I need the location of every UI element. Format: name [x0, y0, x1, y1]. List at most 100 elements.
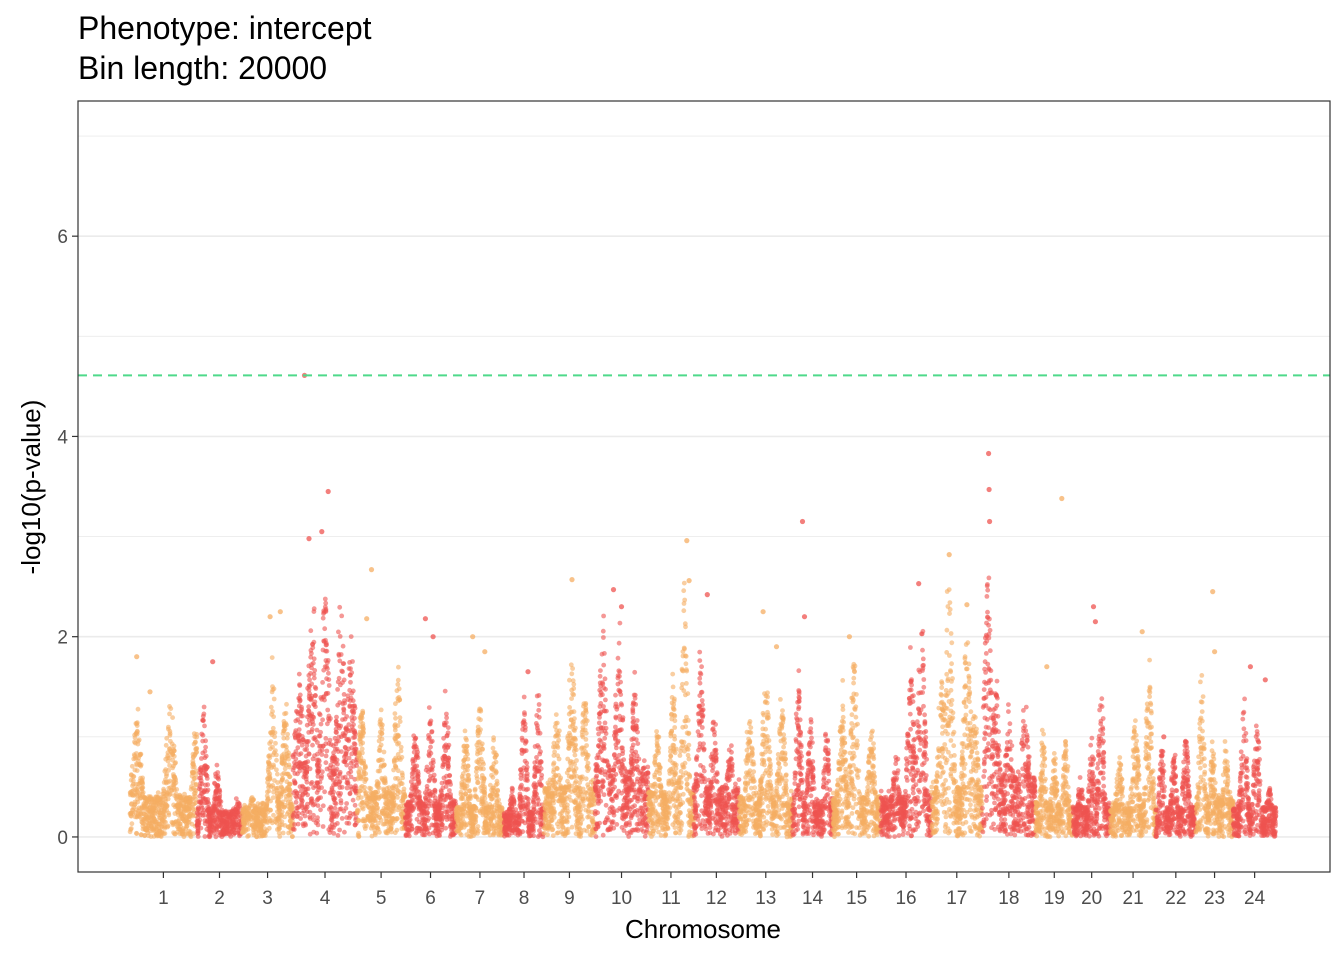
data-point — [302, 813, 308, 819]
data-point — [317, 712, 323, 718]
data-point — [616, 640, 622, 646]
data-point — [538, 759, 544, 765]
data-point — [536, 707, 542, 713]
data-point — [349, 786, 355, 792]
data-point — [421, 822, 426, 828]
data-point — [253, 816, 259, 821]
data-point — [392, 736, 398, 742]
data-point — [579, 816, 585, 822]
data-point — [475, 733, 481, 738]
data-point — [523, 739, 529, 745]
data-point — [335, 749, 341, 754]
data-point — [633, 749, 639, 755]
data-point — [154, 798, 160, 803]
data-point — [203, 738, 209, 744]
data-point — [618, 679, 623, 685]
data-point — [444, 711, 449, 717]
data-point — [158, 805, 164, 811]
data-point — [295, 717, 301, 722]
data-point — [618, 768, 623, 774]
data-point — [542, 811, 548, 816]
data-point — [579, 776, 585, 782]
data-point — [494, 808, 499, 814]
data-point — [165, 824, 170, 830]
data-point — [297, 760, 303, 765]
chromosome-10-points — [592, 587, 651, 839]
data-point — [187, 814, 193, 819]
data-point — [323, 691, 329, 696]
data-point — [276, 830, 282, 836]
data-point — [348, 672, 353, 678]
data-point — [344, 762, 350, 768]
data-point — [639, 827, 644, 832]
data-point — [415, 795, 421, 800]
data-point — [307, 766, 313, 772]
data-point — [257, 822, 262, 828]
data-point — [298, 751, 304, 756]
data-point — [571, 686, 577, 691]
data-point — [594, 762, 599, 767]
data-point — [136, 808, 142, 814]
data-point — [567, 705, 572, 710]
data-point — [352, 802, 358, 808]
data-point — [397, 697, 403, 703]
data-point — [268, 807, 273, 813]
data-point — [350, 698, 356, 704]
data-point — [337, 604, 343, 610]
data-point — [214, 784, 220, 789]
data-point — [535, 797, 541, 803]
data-point — [292, 779, 298, 785]
data-point — [423, 796, 429, 801]
data-point — [190, 761, 196, 766]
data-point — [488, 804, 494, 810]
chart-title: Phenotype: intercept — [78, 10, 372, 46]
data-point — [164, 807, 170, 813]
data-point — [328, 716, 333, 721]
data-point — [189, 769, 195, 775]
data-point — [329, 817, 335, 823]
data-point — [519, 797, 525, 803]
data-point — [443, 784, 449, 789]
data-point — [172, 774, 177, 780]
data-point — [340, 669, 345, 675]
data-point — [272, 730, 278, 736]
data-point — [193, 782, 199, 788]
data-point — [266, 764, 272, 770]
top-hit-point — [147, 689, 153, 695]
data-point — [129, 821, 135, 827]
data-point — [482, 820, 488, 825]
data-point — [309, 729, 314, 735]
data-point — [326, 670, 331, 676]
data-point — [192, 752, 198, 758]
data-point — [613, 692, 618, 698]
top-hit-point — [364, 616, 370, 622]
data-point — [163, 742, 169, 748]
data-point — [532, 767, 538, 772]
data-point — [219, 831, 225, 837]
data-point — [403, 833, 409, 839]
data-point — [472, 794, 478, 800]
data-point — [279, 785, 285, 791]
data-point — [455, 810, 460, 816]
data-point — [323, 760, 329, 766]
data-point — [360, 708, 366, 714]
data-point — [270, 687, 276, 693]
data-point — [203, 744, 209, 750]
data-point — [201, 704, 207, 710]
data-point — [568, 759, 574, 764]
data-point — [481, 830, 487, 836]
data-point — [561, 816, 566, 821]
data-point — [181, 813, 187, 818]
top-hit-point — [368, 567, 375, 573]
data-point — [543, 817, 549, 823]
data-point — [352, 822, 358, 828]
grid-lines — [78, 135, 1330, 838]
data-point — [308, 628, 314, 634]
data-point — [172, 761, 178, 766]
data-point — [414, 772, 420, 778]
data-point — [321, 639, 327, 644]
data-point — [550, 794, 555, 800]
data-point — [522, 727, 528, 733]
data-point — [370, 806, 375, 812]
top-hit-point — [470, 634, 476, 640]
